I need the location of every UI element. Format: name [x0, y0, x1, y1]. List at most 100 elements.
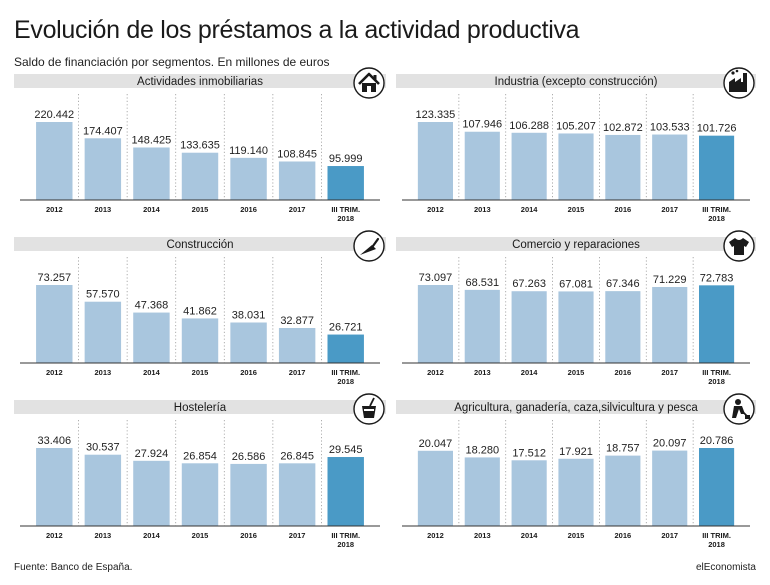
bar-value-label: 103.533 [650, 122, 690, 134]
bar-2016 [605, 455, 641, 526]
chart-header-band [396, 74, 756, 88]
bar-iii-trim-2018 [327, 166, 364, 200]
chart-header-band [396, 237, 756, 251]
chart-panel-agricultura: Agricultura, ganadería, caza,silvicultur… [396, 393, 756, 549]
bar-value-label: 123.335 [416, 109, 456, 121]
bar-value-label: 220.442 [34, 109, 74, 121]
bar-2015 [558, 291, 594, 363]
bar-2015 [558, 458, 594, 526]
chart-title-construcci-n: Construcción [166, 239, 233, 251]
x-tick-label: 2017 [289, 531, 306, 540]
chart-panel-construccion: Construcción 73.257 2012 57.570 2013 47.368 20… [14, 230, 386, 386]
bar-2013 [464, 131, 500, 200]
bar-value-label: 17.921 [559, 446, 593, 458]
bar-value-label: 133.635 [180, 140, 220, 152]
bar-value-label: 67.263 [512, 278, 546, 290]
bar-2013 [84, 138, 122, 200]
bar-2013 [84, 301, 122, 363]
x-tick-label: 2015 [192, 368, 209, 377]
chart-title-comercio-y-reparaciones: Comercio y reparaciones [512, 239, 640, 251]
x-tick-label: 2015 [568, 205, 585, 214]
x-tick-label: 2013 [474, 368, 491, 377]
bar-2014 [133, 147, 170, 200]
bar-value-label: 38.031 [232, 310, 266, 322]
x-tick-label: 2012 [427, 531, 444, 540]
bar-value-label: 47.368 [135, 300, 169, 312]
bar-2016 [230, 157, 267, 200]
x-tick-label: III TRIM. [331, 368, 360, 377]
bar-2013 [84, 454, 122, 526]
bar-2014 [133, 460, 170, 526]
x-tick-label: 2013 [95, 531, 112, 540]
bar-2014 [133, 312, 170, 363]
bar-2016 [605, 134, 641, 200]
bar-value-label: 26.586 [232, 451, 266, 463]
bar-2012 [417, 285, 453, 363]
x-tick-label: 2014 [143, 531, 161, 540]
x-tick-label: 2018 [337, 377, 354, 386]
x-tick-label: 2017 [661, 205, 678, 214]
trowel-icon [353, 230, 385, 262]
chart-panel-hosteleria: Hostelería 33.406 2012 30.537 2013 27.924 2014… [14, 393, 386, 549]
bar-value-label: 18.280 [465, 444, 499, 456]
x-tick-label: 2013 [474, 205, 491, 214]
bar-2016 [605, 291, 641, 363]
bar-2015 [181, 318, 219, 363]
chart-panel-actividades-inmobiliarias: Actividades inmobiliarias 220.442 2012 174.… [14, 67, 386, 223]
bar-value-label: 102.872 [603, 122, 643, 134]
x-tick-label: III TRIM. [702, 205, 731, 214]
bar-iii-trim-2018 [327, 457, 364, 526]
bar-value-label: 68.531 [465, 277, 499, 289]
bar-value-label: 20.097 [653, 438, 687, 450]
x-tick-label: 2012 [46, 531, 63, 540]
bar-value-label: 26.845 [280, 450, 314, 462]
bar-value-label: 148.425 [132, 134, 172, 146]
x-tick-label: 2015 [568, 368, 585, 377]
bar-value-label: 57.570 [86, 289, 120, 301]
bar-value-label: 107.946 [462, 119, 502, 131]
bar-2017 [278, 463, 316, 526]
chart-title-agricultura-ganader-a-caza-silvicultura-y-pesca: Agricultura, ganadería, caza,silvicultur… [454, 402, 698, 414]
bar-2015 [181, 463, 219, 526]
bar-value-label: 119.140 [229, 145, 268, 157]
x-tick-label: 2012 [427, 205, 444, 214]
bar-2013 [464, 457, 500, 526]
x-tick-label: 2016 [240, 531, 257, 540]
x-tick-label: 2012 [46, 368, 63, 377]
x-tick-label: 2014 [143, 368, 161, 377]
bar-2012 [36, 122, 73, 200]
bar-iii-trim-2018 [327, 334, 364, 363]
chart-title-hosteler-a: Hostelería [174, 402, 227, 414]
bar-value-label: 101.726 [697, 123, 737, 135]
bar-2012 [417, 450, 453, 526]
chart-title-actividades-inmobiliarias: Actividades inmobiliarias [137, 76, 263, 88]
x-tick-label: 2014 [521, 531, 539, 540]
bar-2016 [230, 322, 267, 363]
x-tick-label: 2016 [240, 205, 257, 214]
footer-source: Fuente: Banco de España. [14, 562, 133, 573]
bar-2014 [511, 291, 547, 363]
bar-iii-trim-2018 [699, 448, 735, 526]
bar-value-label: 71.229 [653, 274, 687, 286]
bar-value-label: 30.537 [86, 442, 120, 454]
x-tick-label: 2014 [521, 205, 539, 214]
chart-panel-comercio: Comercio y reparaciones 73.097 2012 68.531 2… [396, 230, 756, 386]
x-tick-label: 2015 [192, 531, 209, 540]
tshirt-icon [723, 230, 755, 262]
bar-value-label: 73.257 [37, 272, 71, 284]
chart-header-band [14, 237, 386, 251]
chart-panel-industria: Industria (excepto construcción) 123.335 2… [396, 67, 756, 223]
bar-2012 [36, 285, 73, 363]
bar-value-label: 72.783 [700, 272, 734, 284]
x-tick-label: III TRIM. [702, 368, 731, 377]
bar-value-label: 29.545 [329, 444, 363, 456]
page-subtitle: Saldo de financiación por segmentos. En … [14, 55, 330, 69]
bar-value-label: 32.877 [280, 315, 314, 327]
bar-value-label: 20.047 [419, 438, 453, 450]
x-tick-label: 2018 [708, 377, 725, 386]
bar-value-label: 26.721 [329, 322, 363, 334]
bar-2017 [652, 450, 688, 526]
bar-value-label: 67.081 [559, 278, 593, 290]
x-tick-label: III TRIM. [331, 531, 360, 540]
x-tick-label: 2015 [568, 531, 585, 540]
